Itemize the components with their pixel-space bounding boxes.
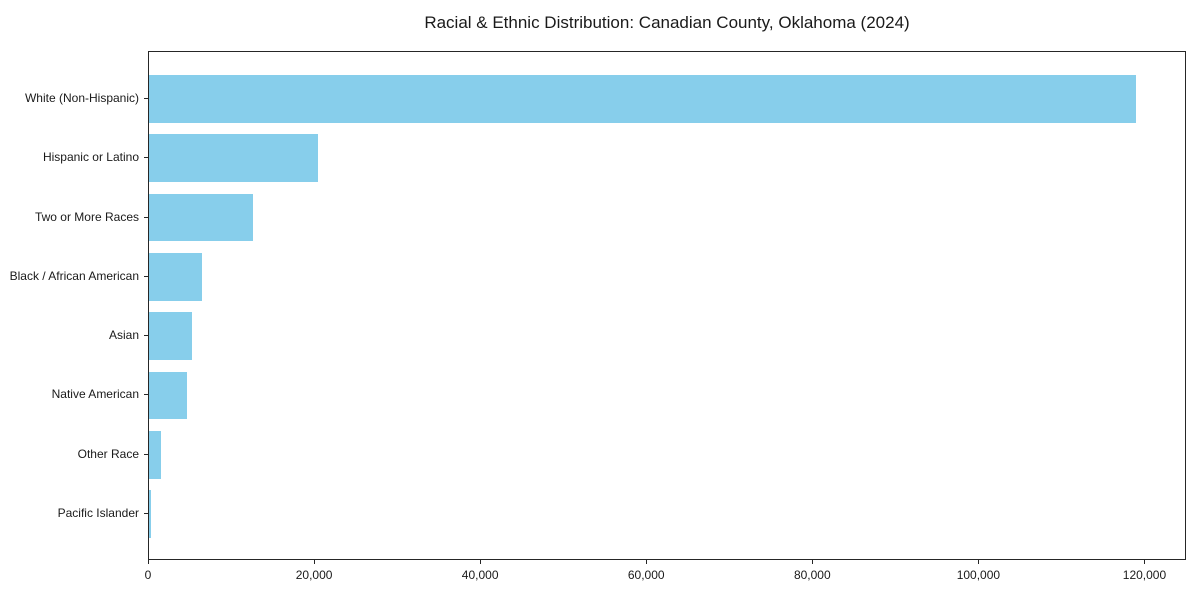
y-axis-label: Other Race xyxy=(77,446,139,461)
bar-native-american xyxy=(149,371,188,420)
y-tick-mark xyxy=(144,335,148,337)
bar-two-or-more-races xyxy=(149,193,253,242)
plot-area xyxy=(148,51,1186,560)
y-axis-label: Two or More Races xyxy=(34,209,139,224)
x-tick-mark xyxy=(646,560,648,564)
y-axis-label: Native American xyxy=(51,387,139,402)
y-tick-mark xyxy=(144,275,148,277)
bar-black-african-american xyxy=(149,253,203,301)
x-tick-mark xyxy=(314,560,316,564)
y-axis-label: White (Non-Hispanic) xyxy=(24,90,139,105)
chart-title: Racial & Ethnic Distribution: Canadian C… xyxy=(424,13,910,32)
x-tick-label: 120,000 xyxy=(1122,568,1167,582)
x-tick-mark xyxy=(480,560,482,564)
bar-hispanic-or-latino xyxy=(149,134,318,182)
y-tick-mark xyxy=(144,157,148,159)
y-tick-mark xyxy=(144,97,148,99)
bar-white-non-hispanic xyxy=(149,75,1137,123)
y-axis-label: Black / African American xyxy=(9,268,139,283)
x-tick-mark xyxy=(148,560,149,564)
x-tick-label: 0 xyxy=(144,568,152,582)
x-tick-label: 60,000 xyxy=(627,568,665,582)
y-tick-mark xyxy=(144,216,148,218)
x-tick-label: 80,000 xyxy=(793,568,831,582)
y-axis-label: Pacific Islander xyxy=(57,506,139,521)
bar-other-race xyxy=(149,431,162,479)
x-tick-mark xyxy=(978,560,980,564)
y-tick-mark xyxy=(144,394,148,396)
y-axis-label: Hispanic or Latino xyxy=(42,150,139,165)
y-axis-label: Asian xyxy=(108,328,139,343)
x-tick-label: 20,000 xyxy=(295,568,333,582)
x-tick-mark xyxy=(812,560,814,564)
x-tick-mark xyxy=(1144,560,1146,564)
x-tick-label: 40,000 xyxy=(461,568,499,582)
y-tick-mark xyxy=(144,513,148,515)
bar-pacific-islander xyxy=(149,490,152,538)
x-tick-label: 100,000 xyxy=(956,568,1001,582)
y-tick-mark xyxy=(144,453,148,455)
bar-asian xyxy=(149,312,193,360)
